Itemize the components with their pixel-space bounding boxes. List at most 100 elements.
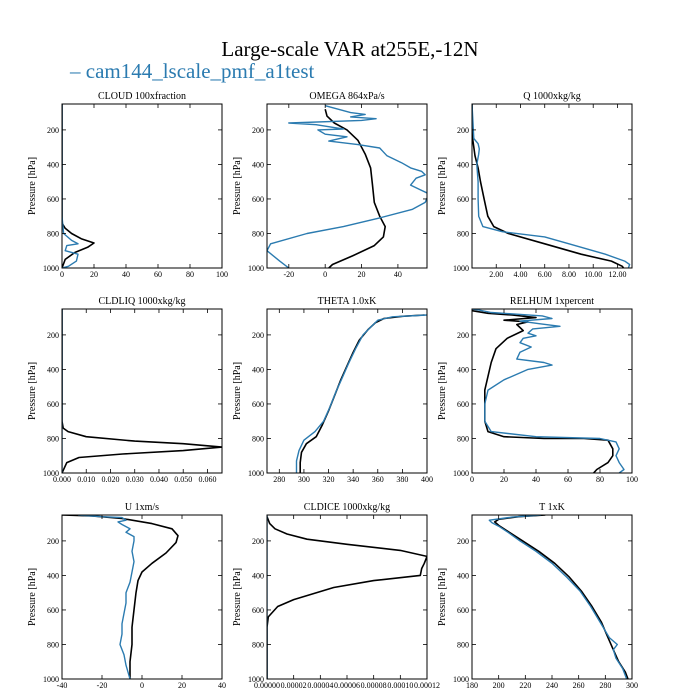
series-line-black [472,104,625,268]
y-tick-label: 200 [47,126,59,135]
x-tick-label: 0 [470,475,474,484]
y-tick-label: 400 [47,571,59,580]
plot-frame [266,308,428,474]
y-tick-label: 800 [457,434,469,443]
y-tick-label: 600 [457,400,469,409]
series-line-blue [472,309,625,473]
x-tick-label: 340 [347,475,359,484]
x-tick-label: 40 [532,475,540,484]
x-tick-label: 0.00010 [387,681,413,690]
y-tick-label: 200 [252,126,264,135]
series-line-black [267,516,427,679]
x-tick-label: 60 [154,270,162,279]
x-tick-label: 100 [626,475,638,484]
x-tick-label: 40 [394,270,402,279]
x-tick-label: 80 [186,270,194,279]
plot-frame [471,514,633,680]
panel-title: U 1xm/s [125,502,159,513]
x-tick-label: 180 [466,681,478,690]
x-tick-label: -40 [57,681,68,690]
series-line-blue [488,515,628,679]
x-tick-label: 0 [60,270,64,279]
y-tick-label: 600 [457,606,469,615]
plot-frame [471,308,633,474]
y-tick-label: 400 [252,365,264,374]
x-tick-label: 320 [323,475,335,484]
y-axis-label: Pressure [hPa] [27,362,38,420]
panel-6: U 1xm/s Pressure [hPa] -40 -20 0 20 40 200 400 60… [27,502,226,690]
x-tick-label: 100 [216,270,228,279]
y-tick-label: 600 [47,606,59,615]
panel-title: CLOUD 100xfraction [98,91,186,102]
x-tick-label: 0.00004 [307,681,333,690]
y-tick-label: 200 [252,537,264,546]
series-line-black [299,314,425,473]
panel-title: T 1xK [539,502,565,513]
y-tick-label: 1000 [248,469,264,478]
y-axis-label: Pressure [hPa] [232,157,243,215]
x-tick-label: 20 [358,270,366,279]
y-tick-label: 600 [252,606,264,615]
series-line-black [324,108,387,268]
y-axis-label: Pressure [hPa] [27,568,38,626]
series-line-blue [295,314,427,473]
y-tick-label: 800 [47,229,59,238]
y-tick-label: 1000 [43,264,59,273]
x-tick-label: 0.020 [101,475,119,484]
x-tick-label: 280 [599,681,611,690]
y-tick-label: 1000 [248,675,264,684]
y-tick-label: 600 [252,195,264,204]
plot-frame [266,514,428,680]
x-tick-label: 20 [178,681,186,690]
x-tick-label: 0.00012 [414,681,440,690]
series-line-black [62,309,222,473]
y-tick-label: 800 [47,640,59,649]
x-tick-label: 0 [323,270,327,279]
y-tick-label: 800 [252,229,264,238]
x-tick-label: 20 [90,270,98,279]
y-tick-label: 200 [457,331,469,340]
y-tick-label: 1000 [43,469,59,478]
y-tick-label: 600 [47,195,59,204]
x-tick-label: 360 [372,475,384,484]
y-tick-label: 400 [457,365,469,374]
panel-2: Q 1000xkg/kg Pressure [hPa] 2.00 4.00 6.00 8.… [437,91,633,279]
x-tick-label: 300 [626,681,638,690]
y-tick-label: 400 [457,160,469,169]
y-tick-label: 800 [252,434,264,443]
series-line-blue [267,105,427,268]
y-tick-label: 1000 [453,264,469,273]
x-tick-label: 20 [500,475,508,484]
panel-title: OMEGA 864xPa/s [309,91,384,102]
plot-frame [471,103,633,269]
x-tick-label: 260 [573,681,585,690]
series-line-black [493,515,629,679]
panel-title: RELHUM 1xpercent [510,296,594,307]
x-tick-label: 8.00 [562,270,576,279]
x-tick-label: 0.00002 [281,681,307,690]
x-tick-label: 10.00 [584,270,602,279]
series-line-black [62,515,179,679]
y-tick-label: 600 [457,195,469,204]
series-line-blue [472,104,631,268]
series-line-blue [77,515,135,679]
y-tick-label: 800 [47,434,59,443]
x-tick-label: 0.060 [198,475,216,484]
legend: – cam144_lscale_pmf_a1test [70,59,314,84]
y-tick-label: 400 [47,365,59,374]
y-tick-label: 200 [47,537,59,546]
series-line-black [472,309,614,473]
y-tick-label: 200 [457,126,469,135]
x-tick-label: 0.030 [126,475,144,484]
x-tick-label: -20 [283,270,294,279]
x-tick-label: 0.040 [150,475,168,484]
y-axis-label: Pressure [hPa] [437,362,448,420]
x-tick-label: 0.000 [53,475,71,484]
x-tick-label: 40 [218,681,226,690]
y-tick-label: 200 [47,331,59,340]
x-tick-label: 0.010 [77,475,95,484]
x-tick-label: 0.00008 [361,681,387,690]
plot-frame [266,103,428,269]
